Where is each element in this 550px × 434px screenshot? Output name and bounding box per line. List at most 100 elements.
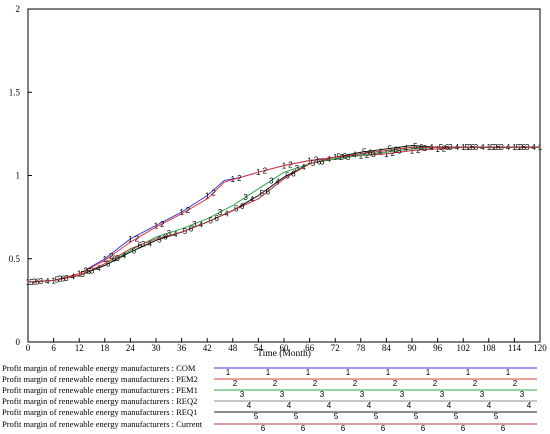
legend-marker: 4: [447, 401, 452, 410]
series-marker: 4: [275, 178, 280, 187]
series-marker: 6: [394, 145, 399, 154]
series-marker: 1: [128, 235, 133, 244]
legend-marker: 2: [513, 379, 518, 388]
x-tick-label: 84: [382, 343, 392, 353]
legend-marker: 3: [520, 390, 525, 399]
legend-marker: 2: [313, 379, 318, 388]
series-marker: 5: [208, 217, 213, 226]
series-marker: 1: [154, 221, 159, 230]
legend-marker: 1: [466, 368, 471, 377]
plot-frame: [27, 8, 541, 343]
series-line: [27, 146, 540, 283]
series-marker: 2: [339, 153, 344, 162]
legend-marker: 6: [341, 424, 346, 433]
legend-marker: 3: [240, 390, 245, 399]
series-marker: 2: [416, 146, 421, 155]
x-axis-title: Time (Month): [257, 348, 311, 359]
legend-marker: 2: [393, 379, 398, 388]
x-tick-label: 90: [408, 343, 418, 353]
series-marker: 1: [205, 191, 210, 200]
series-line: [27, 146, 540, 283]
series-marker: 6: [470, 143, 475, 152]
series-marker: 2: [263, 167, 268, 176]
series-marker: 4: [45, 277, 50, 286]
series-marker: 6: [266, 187, 271, 196]
series-marker: 1: [410, 147, 415, 156]
legend-marker: 1: [426, 368, 431, 377]
x-tick-label: 78: [356, 343, 366, 353]
series-marker: 3: [64, 274, 69, 283]
legend-marker: 2: [473, 379, 478, 388]
series-marker: 1: [103, 255, 108, 264]
x-tick-label: 36: [177, 343, 187, 353]
series-marker: 5: [260, 189, 265, 198]
series-marker: 2: [314, 156, 319, 165]
x-tick-label: 114: [508, 343, 522, 353]
series-marker: 6: [342, 152, 347, 161]
x-tick-label: 18: [100, 343, 110, 353]
legend-marker: 1: [226, 368, 231, 377]
series-marker: 5: [388, 144, 393, 153]
series-marker: 2: [160, 220, 165, 229]
x-tick-label: 30: [152, 343, 162, 353]
series-marker: 5: [413, 142, 418, 151]
x-tick-label: 120: [533, 343, 547, 353]
series-marker: 6: [112, 254, 117, 263]
series-marker: 3: [371, 150, 376, 159]
series-marker: 3: [295, 164, 300, 173]
x-tick-label: 66: [305, 343, 315, 353]
series-marker: 6: [86, 267, 91, 276]
series-marker: 2: [391, 149, 396, 158]
series-marker: 2: [135, 234, 140, 243]
series-marker: 4: [378, 147, 383, 156]
series-marker: 6: [496, 143, 501, 152]
legend-marker: 4: [367, 401, 372, 410]
series-marker: 1: [307, 157, 312, 166]
legend-marker: 6: [501, 424, 506, 433]
series-marker: 6: [419, 143, 424, 152]
legend-marker: 2: [233, 379, 238, 388]
x-tick-label: 96: [433, 343, 443, 353]
legend-marker: 4: [407, 401, 412, 410]
series-marker: 5: [106, 260, 111, 269]
legend-marker: 5: [494, 412, 499, 421]
legend-label: Profit margin of renewable energy manufa…: [2, 385, 198, 395]
legend-marker: 4: [247, 401, 252, 410]
series-marker: 4: [71, 273, 76, 282]
legend-marker: 2: [433, 379, 438, 388]
x-tick-label: 24: [126, 343, 136, 353]
series-marker: 2: [288, 160, 293, 169]
series-marker: 4: [173, 230, 178, 239]
series-marker: 6: [445, 143, 450, 152]
series-marker: 6: [35, 277, 40, 286]
x-tick-label: 108: [482, 343, 496, 353]
series-marker: 5: [80, 270, 85, 279]
legend-marker: 5: [254, 412, 259, 421]
x-tick-label: 6: [51, 343, 56, 353]
series-marker: 3: [141, 240, 146, 249]
series-marker: 3: [167, 229, 172, 238]
legend-marker: 1: [306, 368, 311, 377]
legend-marker: 5: [374, 412, 379, 421]
series-marker: 4: [224, 209, 229, 218]
series-marker: 6: [368, 149, 373, 158]
series-marker: 1: [179, 208, 184, 217]
series-marker: 3: [243, 193, 248, 202]
series-marker: 3: [218, 208, 223, 217]
series-marker: 2: [237, 174, 242, 183]
legend-label: Profit margin of renewable energy manufa…: [2, 363, 196, 373]
legend-marker: 3: [480, 390, 485, 399]
x-tick-label: 102: [456, 343, 470, 353]
series-marker: 2: [211, 189, 216, 198]
legend-marker: 3: [400, 390, 405, 399]
legend-marker: 4: [527, 401, 532, 410]
series-marker: 3: [192, 220, 197, 229]
series-marker: 6: [240, 202, 245, 211]
series-marker: 4: [199, 221, 204, 230]
legend-marker: 1: [386, 368, 391, 377]
x-tick-label: 72: [331, 343, 340, 353]
series-marker: 5: [311, 159, 316, 168]
series-marker: 1: [256, 168, 261, 177]
series-marker: 3: [346, 153, 351, 162]
